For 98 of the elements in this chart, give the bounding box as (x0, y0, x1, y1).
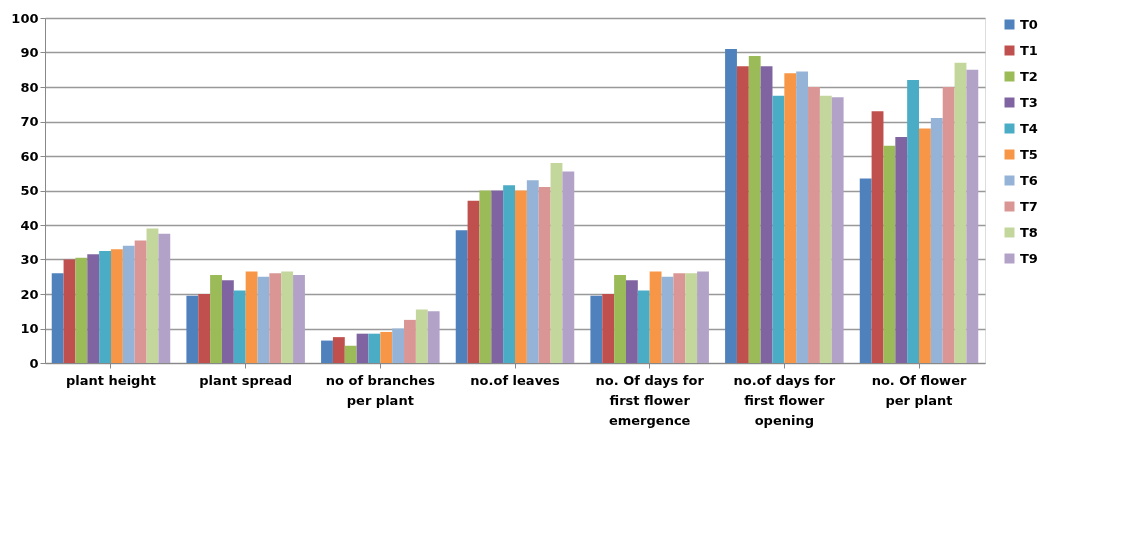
y-tick-label: 90 (20, 45, 39, 60)
bar (907, 80, 920, 363)
bar (503, 185, 515, 363)
bar (748, 55, 761, 363)
bar (954, 62, 967, 363)
bar (673, 273, 686, 363)
bar (930, 118, 943, 363)
bar (966, 69, 979, 363)
bar (233, 290, 246, 363)
y-tick-label: 50 (20, 183, 39, 198)
bar (63, 259, 76, 363)
legend-label: T1 (1020, 42, 1038, 58)
legend-label: T7 (1020, 198, 1038, 214)
bar (550, 162, 563, 363)
bar (649, 271, 662, 363)
bar (99, 250, 111, 363)
bar (515, 190, 527, 363)
y-tick-label: 20 (20, 286, 39, 302)
legend-label: T5 (1020, 146, 1038, 162)
legend-label: T8 (1020, 224, 1038, 240)
bar (760, 66, 773, 363)
bar (871, 111, 884, 363)
bar (808, 87, 820, 363)
legend-label: T9 (1020, 250, 1038, 266)
bar (380, 331, 393, 363)
y-tick-label: 0 (29, 355, 39, 371)
bar (198, 294, 211, 363)
bar (110, 249, 123, 363)
bar (784, 73, 797, 363)
x-tick-label: no.of leaves (470, 372, 560, 388)
bar (344, 345, 357, 363)
legend-label: T3 (1020, 94, 1038, 110)
bar (186, 295, 199, 363)
x-tick-label: plant height (66, 372, 156, 388)
bar (831, 97, 844, 363)
bar (427, 311, 440, 363)
bar (404, 319, 416, 363)
x-tick-label: plant spread (199, 372, 293, 388)
bar (455, 230, 468, 363)
bar (919, 128, 931, 363)
y-tick-label: 10 (20, 321, 39, 336)
bar (625, 280, 638, 363)
x-tick-label: no. Of flower per plant (871, 372, 967, 408)
legend-label: T2 (1020, 68, 1038, 84)
bar (491, 190, 504, 363)
x-tick-label: no of branches per plant (325, 372, 436, 408)
bar (51, 273, 64, 363)
bar (332, 337, 345, 363)
bar (697, 271, 709, 363)
bar (685, 273, 698, 363)
bar (356, 333, 369, 363)
bar (736, 66, 749, 363)
y-tick-label: 70 (20, 114, 39, 129)
y-tick-label: 30 (20, 252, 39, 267)
bar (590, 295, 603, 363)
bar (637, 290, 650, 363)
bar (368, 333, 381, 363)
bar (467, 200, 480, 363)
bar (883, 145, 896, 363)
bar (942, 87, 955, 363)
bar (562, 171, 575, 363)
bar (895, 137, 908, 363)
bar (75, 257, 88, 363)
bar (122, 245, 135, 363)
bar (602, 294, 615, 363)
bar (772, 95, 785, 363)
bar (158, 233, 171, 363)
bar (661, 276, 674, 363)
bar (859, 178, 872, 363)
bar (221, 280, 234, 363)
x-tick-label: no.of days for first flower opening (733, 372, 836, 428)
legend-label: T0 (1020, 16, 1038, 32)
y-tick-label: 60 (20, 148, 39, 164)
bar (281, 271, 294, 363)
bar (526, 180, 539, 363)
y-tick-label: 100 (11, 10, 39, 26)
bar (257, 276, 270, 363)
bar (269, 273, 282, 363)
bar (245, 271, 258, 363)
legend-label: T4 (1020, 120, 1038, 136)
y-tick-label: 80 (20, 79, 39, 95)
bar (321, 340, 333, 363)
bar (819, 95, 832, 363)
bar (796, 71, 809, 363)
bar (725, 49, 737, 363)
y-tick-label: 40 (20, 217, 39, 233)
bar (87, 254, 100, 363)
bar (392, 328, 405, 363)
bar (134, 240, 147, 363)
bar (614, 275, 626, 363)
bar (210, 275, 222, 363)
bar (293, 275, 305, 363)
legend-label: T6 (1020, 172, 1038, 188)
bar (479, 190, 492, 363)
bar (538, 187, 551, 363)
bar (146, 228, 159, 363)
bar (415, 309, 428, 363)
x-tick-label: no. Of days for first flower emergence (595, 372, 705, 428)
